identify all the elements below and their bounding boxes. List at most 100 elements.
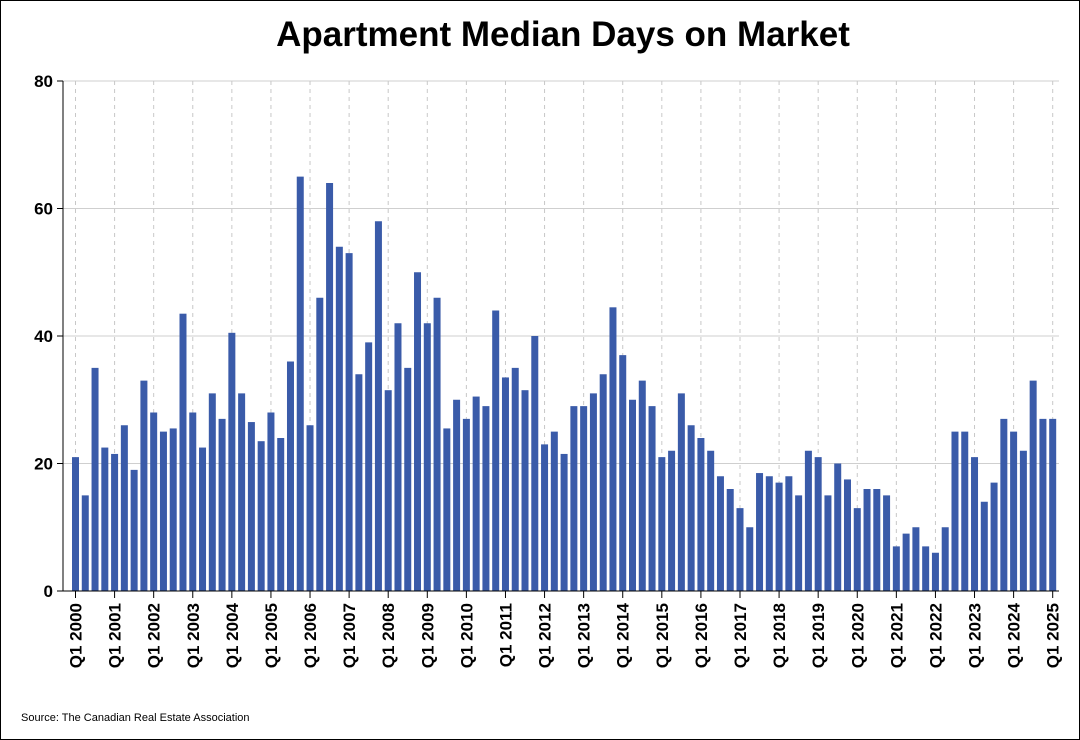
bar-q1-2003 (189, 412, 197, 591)
bar-q2-2011 (511, 367, 519, 591)
x-tick-label: Q1 2016 (692, 603, 711, 668)
x-tick-label: Q1 2005 (262, 603, 281, 668)
x-tick-label: Q1 2000 (67, 603, 86, 668)
bar-q2-2013 (589, 393, 597, 591)
bar-q3-2017 (756, 473, 764, 591)
bar-q3-2015 (677, 393, 685, 591)
x-tick-label: Q1 2001 (106, 603, 125, 668)
bar-q1-2023 (971, 457, 979, 591)
bar-q3-2006 (326, 183, 334, 591)
bar-q2-2010 (472, 396, 480, 591)
y-tick-label: 0 (44, 582, 53, 601)
bar-q1-2007 (345, 253, 353, 591)
bar-q1-2017 (736, 508, 744, 591)
x-tick-label: Q1 2010 (457, 603, 476, 668)
bar-q3-2021 (912, 527, 920, 591)
bar-q1-2014 (619, 355, 627, 591)
bar-q1-2016 (697, 438, 705, 591)
bar-q3-2011 (521, 390, 529, 591)
x-tick-label: Q1 2004 (223, 602, 242, 668)
bar-q1-2022 (931, 552, 939, 591)
bar-q1-2025 (1049, 418, 1057, 591)
bar-q4-2021 (922, 546, 930, 591)
bar-q3-2014 (638, 380, 646, 591)
bar-q1-2015 (658, 457, 666, 591)
bar-q2-2014 (629, 399, 637, 591)
x-tick-label: Q1 2013 (575, 603, 594, 668)
bar-q1-2012 (541, 444, 549, 591)
x-tick-label: Q1 2020 (848, 603, 867, 668)
bar-q3-2009 (443, 428, 451, 591)
x-tick-label: Q1 2015 (653, 603, 672, 668)
bar-q3-2004 (247, 422, 255, 591)
bar-q4-2002 (179, 313, 187, 591)
bar-q2-2008 (394, 323, 402, 591)
bar-series (72, 176, 1057, 591)
bar-q2-2003 (199, 447, 207, 591)
bar-q2-2009 (433, 297, 441, 591)
bar-q4-2016 (726, 489, 734, 591)
bar-q2-2016 (707, 450, 715, 591)
y-tick-label: 80 (34, 72, 53, 91)
bar-q4-2009 (453, 399, 461, 591)
bar-q3-2000 (91, 367, 99, 591)
x-tick-label: Q1 2021 (887, 603, 906, 668)
x-tick-label: Q1 2019 (809, 603, 828, 668)
bar-q3-2001 (130, 469, 138, 591)
x-tick-label: Q1 2008 (379, 603, 398, 668)
y-tick-label: 40 (34, 327, 53, 346)
bar-q3-2024 (1029, 380, 1037, 591)
bar-q4-2022 (961, 431, 969, 591)
x-tick-label: Q1 2009 (418, 603, 437, 668)
bar-q2-2000 (81, 495, 89, 591)
bar-q2-2022 (941, 527, 949, 591)
bar-q2-2023 (980, 501, 988, 591)
axes (57, 80, 1059, 598)
bar-q2-2024 (1019, 450, 1027, 591)
bar-q3-2022 (951, 431, 959, 591)
bar-q2-2012 (550, 431, 558, 591)
bar-q4-2024 (1039, 418, 1047, 591)
bar-q1-2001 (111, 453, 119, 591)
bar-q2-2006 (316, 297, 324, 591)
bar-q2-2021 (902, 533, 910, 591)
x-tick-label: Q1 2002 (145, 603, 164, 668)
bar-q1-2011 (501, 377, 509, 591)
bar-q4-2015 (687, 425, 695, 591)
bar-q4-2001 (140, 380, 148, 591)
bar-q1-2000 (72, 457, 79, 591)
x-tick-label: Q1 2024 (1005, 602, 1024, 668)
x-tick-label: Q1 2007 (340, 603, 359, 668)
bar-q2-2020 (863, 489, 871, 591)
x-tick-label: Q1 2025 (1044, 603, 1063, 668)
bar-q3-2019 (834, 463, 842, 591)
bar-q3-2023 (990, 482, 998, 591)
bar-q3-2018 (795, 495, 803, 591)
bar-q4-2006 (335, 246, 343, 591)
bar-q3-2002 (169, 428, 177, 591)
bar-q3-2013 (599, 374, 607, 591)
bar-q1-2004 (228, 332, 236, 591)
y-tick-label: 20 (34, 455, 53, 474)
chart-title: Apartment Median Days on Market (276, 15, 850, 54)
bar-q2-2002 (159, 431, 167, 591)
bar-q1-2021 (892, 546, 900, 591)
tick-labels: 0 20 40 60 80 Q1 2000 Q1 2001 Q1 2002 Q1 2003 Q1 … (34, 72, 1063, 668)
bar-q2-2017 (746, 527, 754, 591)
bar-q3-2010 (482, 406, 490, 591)
bar-q3-2012 (560, 453, 568, 591)
bar-q3-2016 (716, 476, 724, 591)
x-tick-label: Q1 2003 (184, 603, 203, 668)
bar-q1-2010 (462, 418, 470, 591)
x-tick-label: Q1 2022 (926, 603, 945, 668)
bar-q3-2020 (873, 489, 881, 591)
x-tick-label: Q1 2012 (536, 603, 555, 668)
bar-q4-2011 (531, 336, 539, 591)
bar-q4-2023 (1000, 418, 1008, 591)
bar-q4-2004 (257, 441, 265, 591)
bar-q2-2001 (120, 425, 128, 591)
bar-q2-2015 (668, 450, 676, 591)
bar-q2-2019 (824, 495, 832, 591)
bar-q3-2008 (404, 367, 412, 591)
